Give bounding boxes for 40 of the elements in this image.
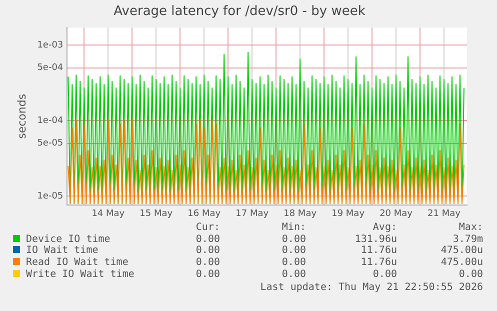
text: Cur:: [194, 222, 220, 234]
text: 3.79m: [452, 234, 483, 246]
text: 0.00: [194, 234, 220, 246]
x-tick-label: 15 May: [140, 208, 174, 219]
text: Last update: Thu May 21 22:50:55 2026: [259, 282, 483, 294]
text: 0.00: [458, 268, 483, 281]
y-tick-label: 1e-03: [37, 40, 64, 50]
x-tick-label: 20 May: [380, 208, 414, 219]
text: 0.00: [194, 257, 220, 269]
text: 0.00: [280, 268, 306, 281]
text: Avg:: [372, 222, 397, 234]
text: 475.00u: [440, 257, 483, 269]
text: Min:: [280, 222, 306, 234]
y-tick-label: 5e-05: [37, 138, 64, 149]
text: 475.00u: [440, 245, 483, 258]
x-tick-label: 18 May: [284, 208, 318, 219]
text: 0.00: [280, 245, 306, 258]
legend-label: Read IO Wait time: [25, 257, 130, 269]
x-tick-label: 16 May: [188, 208, 222, 219]
text: Max:: [458, 222, 483, 234]
x-tick-label: 17 May: [236, 208, 270, 219]
legend-label: Device IO time: [25, 234, 112, 245]
y-tick-label: 5e-04: [37, 63, 64, 74]
text: 11.76u: [360, 257, 397, 269]
text: 0.00: [280, 257, 306, 269]
y-tick-label: 1e-05: [37, 192, 64, 202]
x-tick-label: 14 May: [92, 208, 126, 219]
chart-title: Average latency for /dev/sr0 - by week: [114, 4, 366, 20]
text: 0.00: [280, 234, 306, 246]
x-tick-label: 21 May: [428, 208, 462, 219]
legend-label: IO Wait time: [25, 245, 100, 257]
y-axis-title: seconds: [15, 94, 28, 139]
x-tick-label: 19 May: [332, 208, 366, 219]
text: 11.76u: [360, 245, 397, 258]
text: 0.00: [372, 268, 397, 281]
text: 131.96u: [354, 234, 397, 246]
text: 0.00: [194, 268, 220, 281]
text: 0.00: [194, 245, 220, 258]
y-tick-label: 1e-04: [37, 116, 64, 126]
legend-label: Write IO Wait time: [25, 268, 136, 281]
